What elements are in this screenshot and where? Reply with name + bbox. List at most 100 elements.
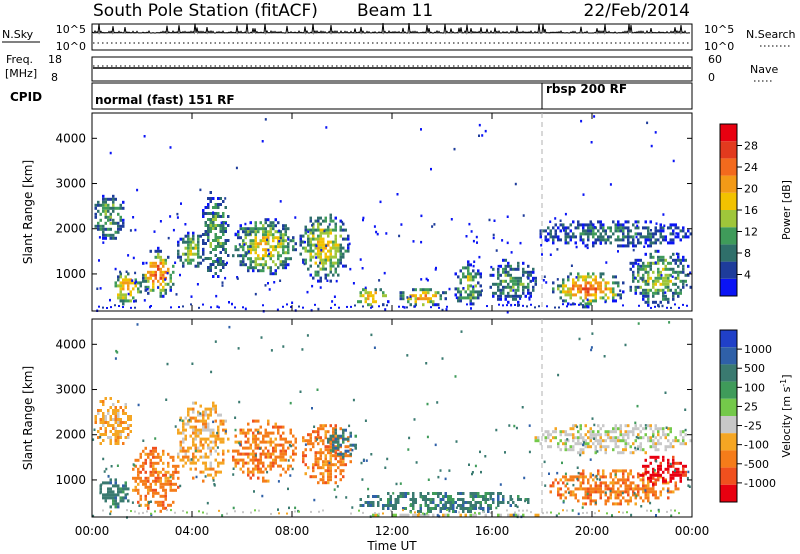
power-data-cell xyxy=(197,255,200,259)
vel-data-cell xyxy=(672,445,675,449)
vel-data-cell xyxy=(97,430,100,433)
power-data-cell xyxy=(494,282,497,286)
power-ground-cell xyxy=(346,305,348,308)
vel-data-cell xyxy=(252,470,255,474)
vel-data-cell xyxy=(302,460,305,464)
power-data-cell xyxy=(369,294,372,298)
vel-data-cell xyxy=(112,484,115,488)
vel-noise-cell xyxy=(179,484,182,488)
power-noise-cell xyxy=(425,277,428,281)
power-data-cell xyxy=(434,291,437,295)
power-data-cell xyxy=(292,236,295,240)
vel-data-cell xyxy=(144,479,147,483)
power-data-cell xyxy=(207,197,210,200)
vel-data-cell xyxy=(144,446,147,450)
vel-data-cell xyxy=(252,434,255,438)
power-data-cell xyxy=(242,245,245,249)
vel-data-cell xyxy=(654,424,657,428)
power-data-cell xyxy=(334,249,337,253)
power-ground-cell xyxy=(566,305,568,308)
power-ground-cell xyxy=(402,305,404,308)
vel-data-cell xyxy=(252,455,255,459)
vel-data-cell xyxy=(642,475,645,479)
power-ground-cell xyxy=(554,306,556,309)
power-data-cell xyxy=(284,233,287,237)
vel-data-cell xyxy=(237,452,240,456)
vel-data-cell xyxy=(627,472,630,476)
power-data-cell xyxy=(587,226,590,230)
vel-data-cell xyxy=(132,476,135,480)
power-noise-cell xyxy=(675,252,678,256)
power-data-cell xyxy=(432,300,435,304)
vel-data-cell xyxy=(169,503,172,507)
vel-data-cell xyxy=(322,442,325,446)
power-data-cell xyxy=(292,248,295,252)
vel-data-cell xyxy=(162,494,165,498)
power-data-cell xyxy=(109,236,112,240)
vel-data-cell xyxy=(604,451,607,455)
power-ground-cell xyxy=(350,305,352,308)
vel-noise-cell xyxy=(687,470,690,474)
power-data-cell xyxy=(327,258,330,262)
vel-noise-cell xyxy=(633,492,636,495)
power-data-cell xyxy=(187,240,190,244)
power-data-cell xyxy=(627,244,630,248)
vel-ytick-label: 4000 xyxy=(55,337,86,351)
power-data-cell xyxy=(184,234,187,238)
vel-data-cell xyxy=(117,421,120,424)
power-data-cell xyxy=(659,255,662,259)
vel-data-cell xyxy=(592,478,595,482)
power-data-cell xyxy=(154,249,157,253)
power-data-cell xyxy=(532,267,535,271)
power-ground-cell xyxy=(290,305,292,308)
power-data-cell xyxy=(222,245,225,248)
power-data-cell xyxy=(587,281,590,285)
vel-data-cell xyxy=(444,495,447,498)
freq-frame xyxy=(91,56,693,82)
vel-data-cell xyxy=(197,458,200,462)
power-data-cell xyxy=(412,294,415,298)
vel-noise-cell xyxy=(479,450,481,454)
power-data-cell xyxy=(669,273,672,277)
vel-data-cell xyxy=(309,439,312,443)
power-data-cell xyxy=(677,291,680,295)
vel-data-cell xyxy=(259,425,262,429)
power-data-cell xyxy=(402,297,405,301)
power-data-cell xyxy=(102,233,105,237)
vel-data-cell xyxy=(162,449,165,453)
power-data-cell xyxy=(602,238,605,242)
power-data-cell xyxy=(139,284,142,288)
vel-data-cell xyxy=(584,487,587,491)
vel-data-cell xyxy=(309,475,312,479)
vel-data-cell xyxy=(332,427,335,431)
power-data-cell xyxy=(312,243,315,247)
vel-data-cell xyxy=(337,440,340,444)
vel-data-cell xyxy=(169,482,172,486)
power-noise-cell xyxy=(176,216,179,219)
vel-data-cell xyxy=(547,436,550,440)
power-data-cell xyxy=(587,293,590,297)
vel-data-cell xyxy=(457,498,460,501)
vel-noise-cell xyxy=(448,469,451,472)
vel-data-cell xyxy=(244,431,247,435)
power-data-cell xyxy=(317,237,320,241)
vel-data-cell xyxy=(104,496,107,500)
vel-data-cell xyxy=(324,463,327,467)
vel-data-cell xyxy=(574,436,577,440)
power-data-cell xyxy=(429,297,432,301)
power-data-cell xyxy=(184,258,187,262)
vel-data-cell xyxy=(217,413,220,417)
vel-data-cell xyxy=(644,487,647,491)
power-data-cell xyxy=(622,281,625,285)
power-data-cell xyxy=(112,203,115,207)
power-data-cell xyxy=(197,237,200,241)
vel-noise-cell xyxy=(224,430,227,433)
vel-data-cell xyxy=(149,485,152,489)
power-data-cell xyxy=(167,267,170,271)
vel-data-cell xyxy=(154,482,157,486)
vel-data-cell xyxy=(209,407,212,411)
vel-data-cell xyxy=(644,472,647,476)
power-data-cell xyxy=(182,252,185,256)
vel-data-cell xyxy=(367,495,370,498)
